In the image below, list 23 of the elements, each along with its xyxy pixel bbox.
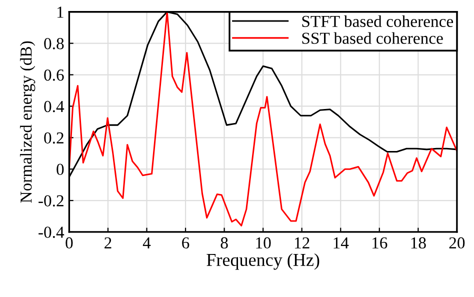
y-tick-label: 0.6 xyxy=(44,69,64,81)
x-tick-label: 18 xyxy=(411,237,426,249)
y-tick-label: 0.4 xyxy=(44,100,64,112)
legend-label: STFT based coherence xyxy=(302,15,454,28)
y-tick-label: 0 xyxy=(56,164,64,176)
x-tick-label: 8 xyxy=(220,237,228,249)
x-tick-label: 6 xyxy=(182,237,190,249)
x-axis-title: Frequency (Hz) xyxy=(206,253,320,270)
x-tick-label: 10 xyxy=(256,237,271,249)
x-tick-label: 20 xyxy=(449,237,465,249)
y-tick-label: -0.2 xyxy=(38,195,64,207)
y-tick-label: 1 xyxy=(57,6,64,18)
x-tick-label: 0 xyxy=(66,237,73,249)
x-tick-label: 16 xyxy=(372,237,388,249)
x-tick-label: 4 xyxy=(142,237,151,248)
legend-label: SST based coherence xyxy=(302,32,443,44)
y-tick-label: -0.4 xyxy=(38,226,64,238)
y-axis-title: Normalized energy (dB) xyxy=(20,41,36,203)
x-tick-label: 2 xyxy=(104,237,112,248)
y-tick-label: 0.2 xyxy=(44,132,64,144)
x-tick-label: 12 xyxy=(294,237,310,248)
x-tick-label: 14 xyxy=(334,237,349,248)
y-tick-label: 0.8 xyxy=(44,38,64,50)
